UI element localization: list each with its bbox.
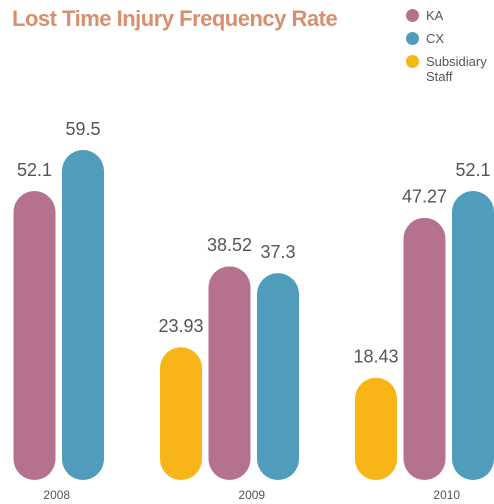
value-label: 59.5: [65, 119, 100, 139]
legend-item: KA: [406, 8, 488, 23]
value-label: 37.3: [260, 242, 295, 262]
x-tick-label: 2008: [43, 488, 70, 502]
bar: [13, 191, 56, 480]
legend-item: Subsidiary Staff: [406, 54, 488, 84]
bar: [208, 266, 251, 480]
x-tick-label: 2009: [238, 488, 265, 502]
value-label: 52.1: [455, 160, 490, 180]
legend-label: KA: [426, 8, 444, 23]
value-label: 23.93: [158, 316, 203, 336]
legend-swatch: [406, 55, 419, 68]
x-tick-label: 2010: [433, 488, 460, 502]
bar: [257, 273, 299, 480]
value-label: 18.43: [353, 347, 398, 367]
bar: [160, 347, 202, 480]
bar: [403, 217, 446, 480]
legend-label: CX: [426, 31, 445, 46]
legend-swatch: [406, 9, 419, 22]
value-label: 38.52: [207, 235, 252, 255]
legend-swatch: [406, 32, 419, 45]
bar: [355, 377, 397, 480]
chart-title: Lost Time Injury Frequency Rate: [12, 6, 338, 31]
bar: [452, 191, 494, 480]
legend: KA CX Subsidiary Staff: [406, 8, 494, 92]
bar: [62, 150, 104, 480]
legend-label: Subsidiary Staff: [426, 54, 487, 84]
value-label: 52.1: [17, 160, 52, 180]
legend-item: CX: [406, 31, 488, 46]
value-label: 47.27: [402, 187, 447, 207]
